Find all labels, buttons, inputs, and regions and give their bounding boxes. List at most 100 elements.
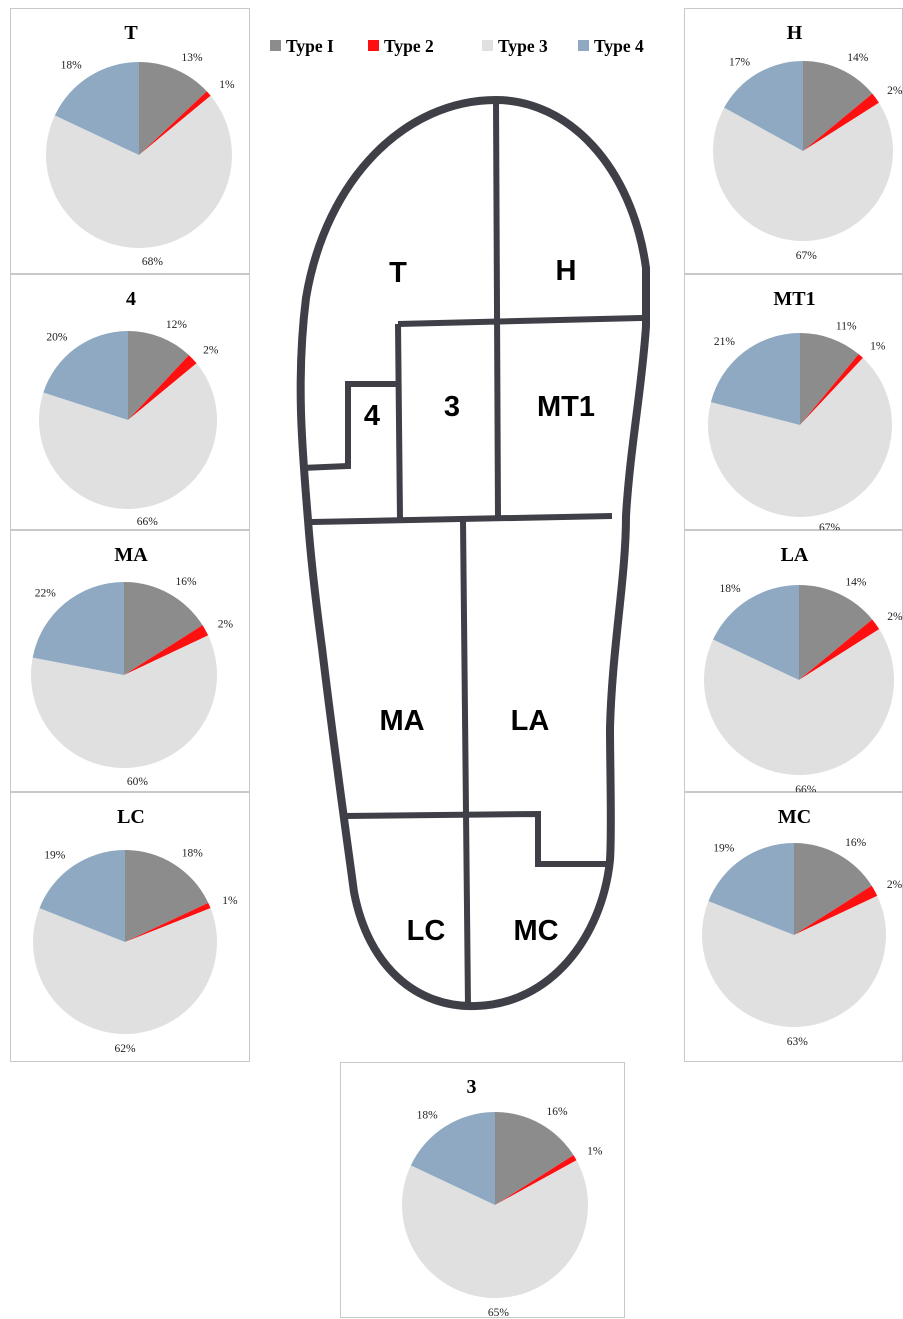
pie-chart-3: 3 16% 1% 65% 18% (401, 1076, 603, 1319)
pie-label-type-4: 17% (729, 57, 751, 69)
zone-label-la: LA (511, 705, 550, 737)
pie-label-type-4: 19% (44, 849, 66, 861)
pie-label-type-3: 65% (488, 1307, 510, 1319)
pie-slice-type-2 (794, 885, 878, 935)
zone-label-lc: LC (407, 915, 446, 947)
pie-slice-type-3 (33, 908, 218, 1034)
legend-label-type-2: Type 2 (384, 36, 434, 56)
pie-chart-ma: MA 16% 2% 60% 22% (31, 544, 234, 788)
pie-title: T (124, 22, 138, 44)
pie-slice-type-i (139, 62, 207, 155)
legend-swatch-type-4 (578, 40, 589, 51)
pie-title: LC (117, 806, 145, 828)
pie-slice-type-3 (708, 357, 893, 517)
zone-label-4: 4 (364, 400, 380, 432)
pie-panel-mt1: MT1 11% 1% 67% 21% (684, 274, 903, 531)
pie-label-type-3: 63% (787, 1036, 809, 1048)
pie-label-type-4: 18% (417, 1110, 439, 1122)
pie-label-type-2: 2% (887, 611, 903, 623)
zone-label-mc: MC (513, 915, 558, 947)
pie-label-type-3: 66% (137, 516, 159, 528)
foot-diagram: Type I Type 2 Type 3 Type 4 T H 4 3 MT1 MA LA LC MC (270, 36, 650, 1011)
pie-title: 4 (126, 288, 136, 310)
pie-title: MC (778, 806, 811, 828)
zone-divider (395, 323, 403, 521)
pie-slice-type-3 (39, 363, 218, 510)
zone-label-3: 3 (444, 391, 460, 423)
pie-panel-4: 4 12% 2% 66% 20% (10, 274, 250, 530)
pie-label-type-4: 21% (714, 336, 736, 348)
pie-label-type-4: 22% (35, 588, 57, 600)
zone-divider (493, 99, 501, 521)
pie-label-type-2: 1% (219, 79, 235, 91)
pie-slice-type-4 (43, 331, 128, 420)
pie-slice-type-4 (710, 333, 800, 425)
pie-slice-type-i (128, 331, 189, 420)
pie-slice-type-3 (712, 102, 893, 241)
pie-slice-type-2 (800, 354, 863, 425)
pie-panel-h: H 14% 2% 67% 17% (684, 8, 903, 274)
legend-label-type-4: Type 4 (594, 36, 644, 56)
pie-slice-type-4 (724, 60, 803, 151)
pie-slice-type-2 (803, 93, 879, 151)
zone-divider (311, 513, 613, 525)
pie-chart-h: H 14% 2% 67% 17% (712, 22, 903, 262)
pie-slice-type-2 (125, 902, 211, 942)
pie-label-type-3: 60% (127, 776, 149, 788)
pie-label-type-i: 14% (847, 52, 869, 64)
pie-label-type-i: 13% (182, 52, 204, 64)
pie-panel-ma: MA 16% 2% 60% 22% (10, 530, 250, 792)
pie-label-type-i: 16% (176, 576, 198, 588)
pie-panel-3: 3 16% 1% 65% 18% (340, 1062, 625, 1319)
pie-label-type-3: 67% (819, 522, 841, 531)
pie-label-type-i: 12% (166, 319, 188, 331)
pie-label-type-3: 66% (795, 784, 817, 793)
pie-label-type-4: 18% (61, 60, 83, 72)
pie-title: H (787, 22, 803, 44)
pie-label-type-3: 68% (142, 256, 164, 268)
foot-outline (296, 96, 650, 1011)
pie-label-type-2: 2% (887, 879, 903, 891)
pie-panel-la: LA 14% 2% 66% 18% (684, 530, 903, 793)
pie-label-type-i: 14% (845, 576, 867, 588)
pie-label-type-2: 1% (587, 1146, 603, 1158)
pie-slice-type-2 (139, 91, 211, 155)
pie-title: MT1 (773, 288, 815, 310)
pie-slice-type-i (495, 1112, 574, 1205)
zone-divider (301, 381, 400, 471)
pie-slice-type-i (794, 843, 872, 935)
pie-slice-type-i (124, 582, 203, 675)
pie-slice-type-3 (401, 1160, 588, 1298)
pie-title: MA (114, 544, 148, 566)
pie-label-type-4: 18% (720, 583, 742, 595)
pie-chart-mc: MC 16% 2% 63% 19% (701, 806, 903, 1048)
pie-slice-type-4 (54, 62, 139, 155)
pie-panel-mc: MC 16% 2% 63% 19% (684, 792, 903, 1062)
pie-slice-type-2 (495, 1155, 577, 1205)
pie-label-type-2: 1% (222, 895, 238, 907)
pie-chart-mt1: MT1 11% 1% 67% 21% (708, 288, 893, 531)
pie-slice-type-i (800, 333, 859, 425)
pie-label-type-3: 62% (114, 1043, 136, 1055)
pie-slice-type-i (125, 850, 209, 942)
pie-label-type-i: 16% (547, 1106, 569, 1118)
pie-chart-4: 4 12% 2% 66% 20% (39, 288, 219, 528)
legend-label-type-3: Type 3 (498, 36, 548, 56)
pie-panel-t: T 13% 1% 68% 18% (10, 8, 250, 274)
pie-slice-type-i (803, 61, 873, 151)
pie-label-type-i: 16% (845, 837, 867, 849)
zone-divider (397, 315, 643, 327)
pie-slice-type-2 (799, 619, 880, 680)
pie-slice-type-4 (708, 843, 794, 935)
pie-slice-type-3 (701, 895, 886, 1028)
pie-slice-type-i (799, 585, 873, 680)
pie-slice-type-3 (31, 635, 218, 768)
pie-panel-lc: LC 18% 1% 62% 19% (10, 792, 250, 1062)
pie-slice-type-3 (45, 95, 232, 248)
pie-slice-type-3 (703, 629, 894, 776)
pie-slice-type-4 (410, 1112, 495, 1205)
pie-label-type-4: 19% (713, 842, 735, 854)
pie-slice-type-4 (713, 585, 799, 680)
pie-label-type-2: 2% (887, 85, 903, 97)
zone-divider (343, 810, 610, 867)
